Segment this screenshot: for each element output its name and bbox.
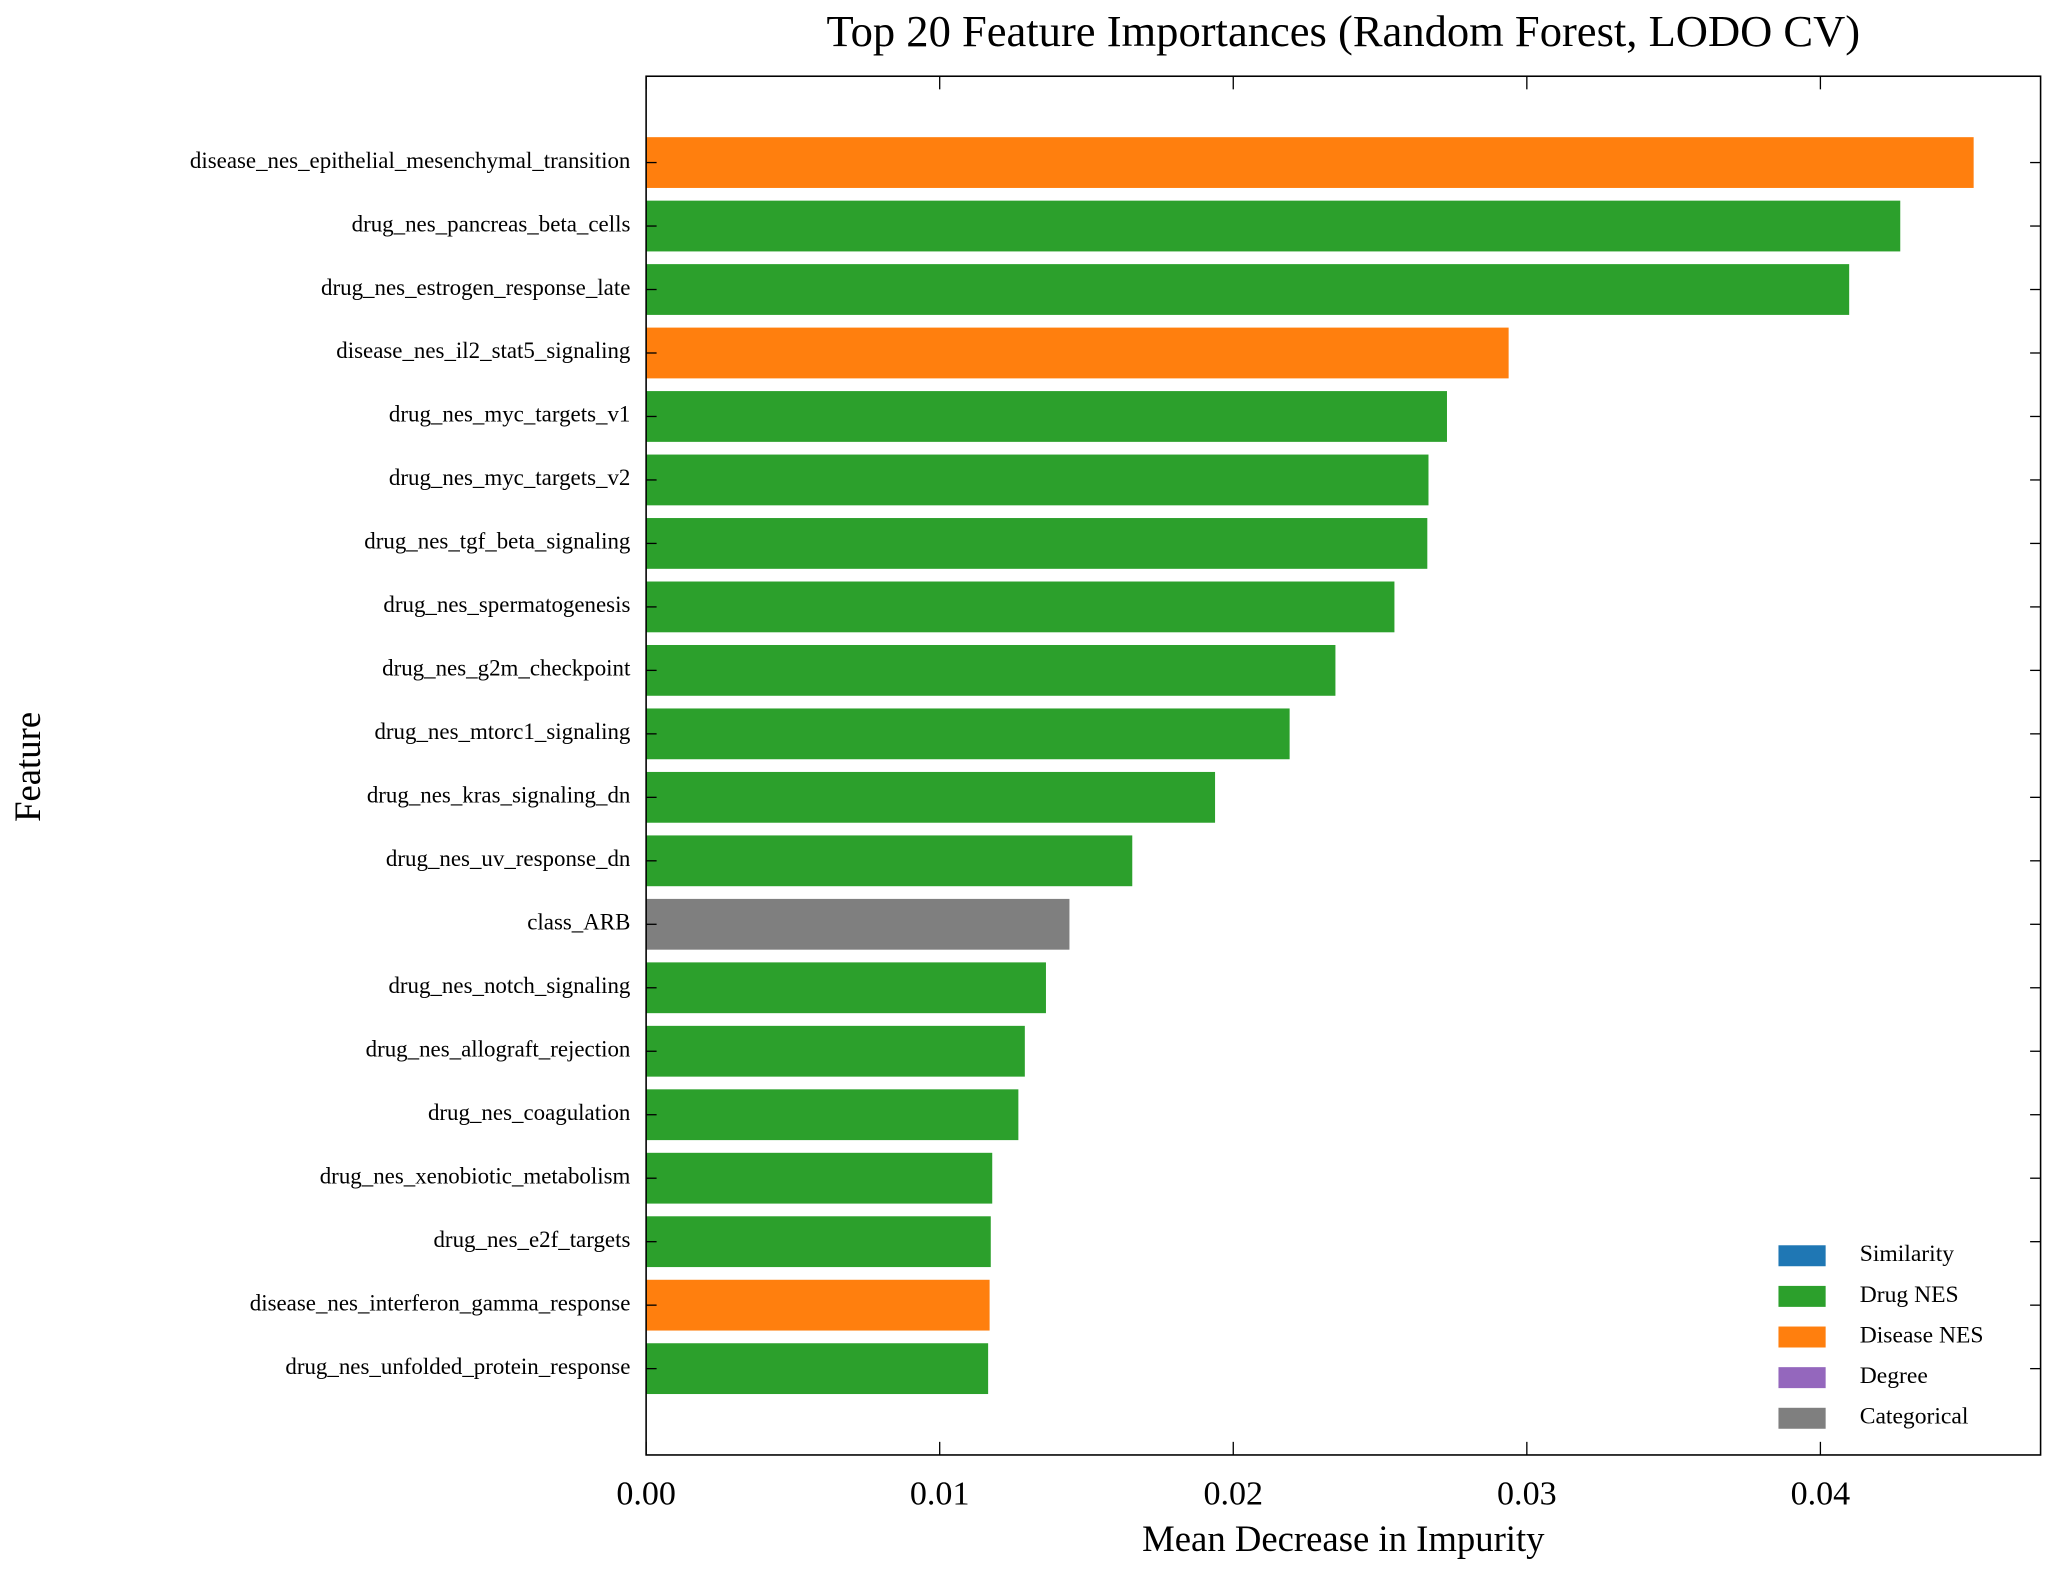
bar [646,518,1428,569]
bar [646,454,1429,506]
bar [646,644,1336,696]
legend-swatch [1778,1407,1826,1429]
x-axis-label: Mean Decrease in Impurity [1142,1518,1545,1559]
y-tick-label: drug_nes_g2m_checkpoint [382,656,631,681]
y-tick-label: class_ARB [527,910,630,935]
bar [646,137,1974,188]
plot-frame [645,75,2042,1456]
bar [646,1152,993,1204]
y-tick-label: drug_nes_tgf_beta_signaling [364,529,631,554]
bar [646,1025,1025,1077]
bar [646,200,1901,252]
legend-swatch [1778,1245,1826,1267]
y-tick-label: disease_nes_il2_stat5_signaling [336,338,631,363]
y-tick-label: drug_nes_estrogen_response_late [321,275,630,300]
legend-label: Categorical [1860,1404,1969,1430]
y-tick-label: drug_nes_kras_signaling_dn [367,783,631,808]
y-tick-label: drug_nes_myc_targets_v2 [389,465,631,490]
x-tick-label: 0.01 [910,1476,970,1513]
legend-label: Disease NES [1860,1322,1984,1348]
y-tick-label: drug_nes_notch_signaling [388,973,630,998]
x-tick-label: 0.04 [1791,1476,1851,1513]
bar [646,1216,991,1268]
legend-swatch [1778,1326,1826,1348]
legend-label: Drug NES [1860,1282,1959,1308]
bar [646,835,1133,887]
y-tick-label: drug_nes_spermatogenesis [383,592,630,617]
y-axis-label: Feature [7,712,48,822]
y-tick-label: drug_nes_myc_targets_v1 [389,402,631,427]
y-tick-label: disease_nes_epithelial_mesenchymal_trans… [190,148,631,173]
x-tick-label: 0.02 [1203,1476,1263,1513]
y-tick-label: disease_nes_interferon_gamma_response [250,1290,631,1315]
legend-swatch [1778,1367,1826,1389]
chart-title: Top 20 Feature Importances (Random Fores… [827,6,1861,56]
x-tick-label: 0.00 [616,1476,676,1513]
legend-label: Degree [1860,1363,1928,1389]
bar [646,327,1509,379]
y-tick-label: drug_nes_allograft_rejection [366,1037,631,1062]
y-tick-label: drug_nes_uv_response_dn [386,846,631,871]
bar [646,771,1216,823]
bar [646,1279,990,1331]
bar [646,1343,989,1395]
y-tick-label: drug_nes_e2f_targets [433,1227,630,1252]
y-tick-label: drug_nes_mtorc1_signaling [374,719,630,744]
legend-swatch [1778,1285,1826,1307]
bar [646,264,1850,315]
bar [646,898,1070,950]
y-tick-label: drug_nes_xenobiotic_metabolism [320,1163,631,1188]
bar [646,1089,1019,1141]
bar [646,581,1395,633]
y-tick-label: drug_nes_coagulation [428,1100,631,1125]
legend-label: Similarity [1860,1241,1955,1267]
x-tick-label: 0.03 [1497,1476,1557,1513]
y-tick-label: drug_nes_pancreas_beta_cells [352,211,631,236]
bar [646,708,1290,760]
bar [646,391,1447,442]
bar [646,962,1046,1014]
y-tick-label: drug_nes_unfolded_protein_response [285,1354,630,1379]
